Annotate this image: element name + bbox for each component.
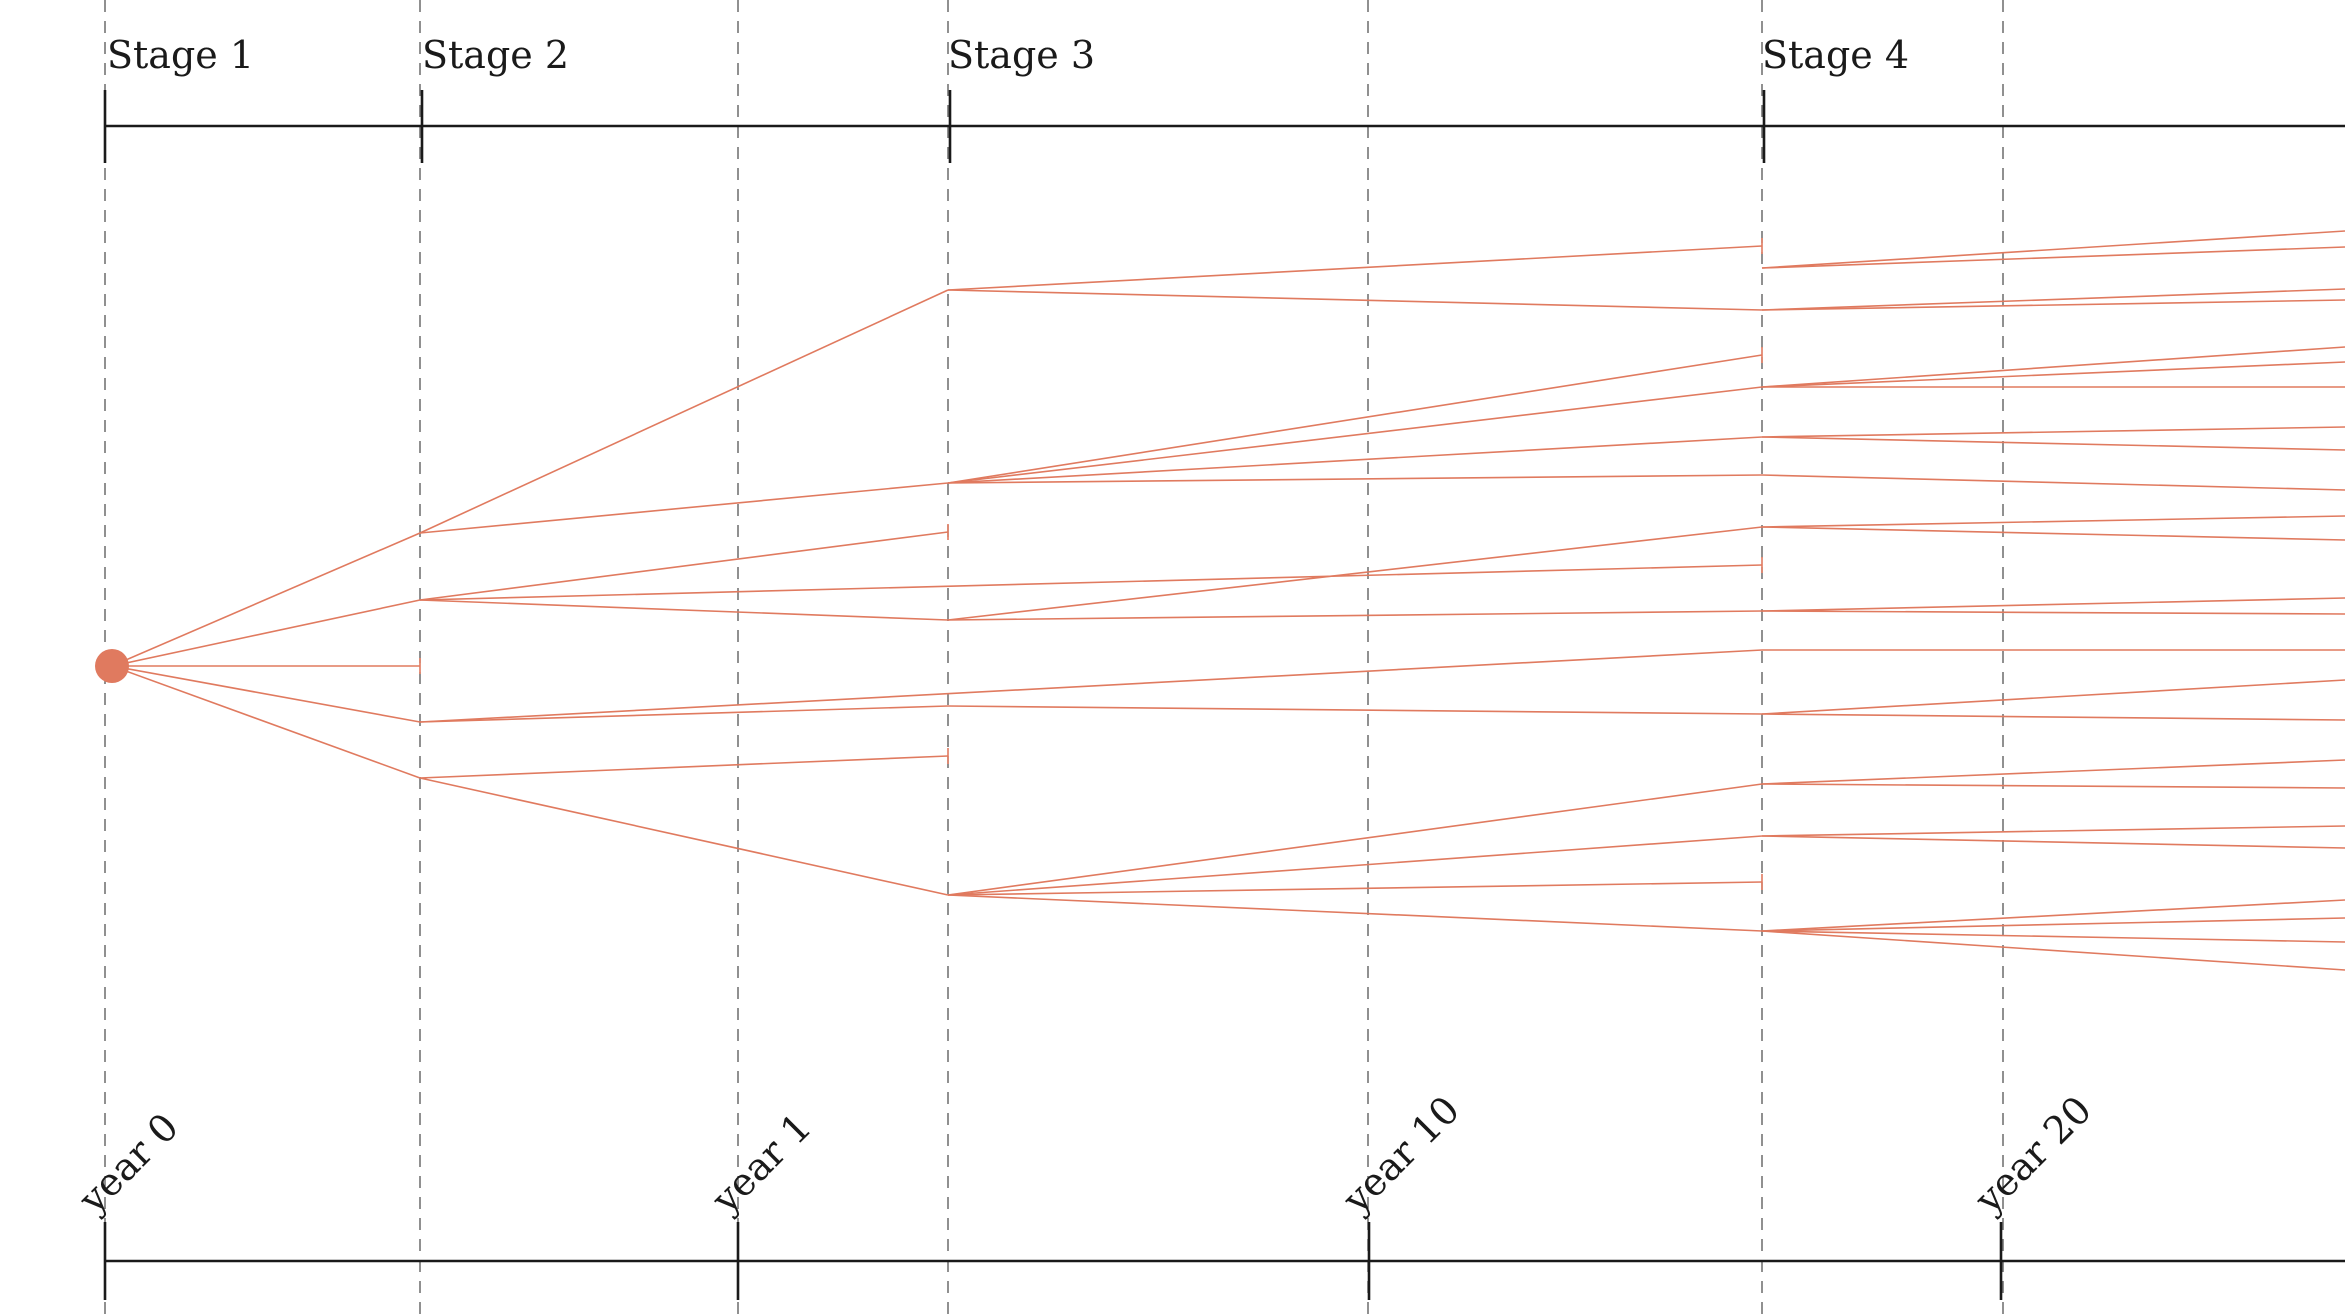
branch bbox=[419, 289, 949, 534]
branch bbox=[419, 599, 949, 621]
branch bbox=[111, 665, 421, 779]
branch bbox=[947, 354, 1763, 484]
scenario-branches bbox=[95, 230, 2345, 971]
branch bbox=[1761, 426, 2345, 438]
branch bbox=[1761, 759, 2345, 785]
branch bbox=[1761, 230, 2345, 269]
year-label-1: year 1 bbox=[703, 1105, 820, 1222]
stage-axis: Stage 1 Stage 2 Stage 3 Stage 4 bbox=[103, 33, 2345, 163]
branch bbox=[1761, 917, 2345, 932]
year-label-10: year 10 bbox=[1334, 1088, 1469, 1223]
branch bbox=[111, 532, 421, 667]
stage-label-2: Stage 2 bbox=[422, 33, 569, 77]
branch bbox=[1761, 930, 2345, 971]
branch bbox=[947, 705, 1763, 715]
branch bbox=[947, 245, 1763, 291]
branch bbox=[1761, 713, 2345, 721]
branch bbox=[1761, 679, 2345, 715]
branch bbox=[1761, 783, 2345, 789]
branch bbox=[111, 599, 421, 667]
branch bbox=[947, 894, 1763, 932]
year-label-20: year 20 bbox=[1966, 1088, 2101, 1223]
branch bbox=[1761, 246, 2345, 269]
branch bbox=[1761, 610, 2345, 615]
branch bbox=[947, 610, 1763, 621]
branch bbox=[1761, 346, 2345, 388]
branch bbox=[947, 436, 1763, 484]
branch bbox=[1761, 361, 2345, 388]
stage-label-4: Stage 4 bbox=[1762, 33, 1909, 77]
guide-lines bbox=[104, 0, 2004, 1316]
year-axis: year 0 year 1 year 10 year 20 bbox=[70, 1088, 2345, 1300]
branch bbox=[1761, 899, 2345, 932]
branch bbox=[947, 835, 1763, 896]
branch bbox=[111, 665, 421, 723]
root-node bbox=[95, 649, 129, 683]
branch bbox=[1761, 597, 2345, 612]
branch bbox=[1761, 835, 2345, 849]
stage-label-1: Stage 1 bbox=[107, 33, 254, 77]
year-label-0: year 0 bbox=[70, 1105, 187, 1222]
branch bbox=[1761, 930, 2345, 943]
branch bbox=[419, 777, 949, 896]
branch bbox=[1761, 436, 2345, 451]
stage-label-3: Stage 3 bbox=[948, 33, 1095, 77]
branch bbox=[419, 755, 949, 779]
branch bbox=[419, 531, 949, 601]
branch bbox=[947, 386, 1763, 484]
branch bbox=[947, 474, 1763, 484]
branch bbox=[1761, 526, 2345, 541]
branch bbox=[419, 649, 1763, 723]
branch bbox=[947, 289, 1763, 311]
branch bbox=[419, 705, 949, 723]
branch bbox=[947, 881, 1763, 896]
branch bbox=[947, 526, 1763, 621]
branch bbox=[947, 783, 1763, 896]
branch bbox=[1761, 288, 2345, 311]
branch bbox=[419, 482, 949, 534]
branch bbox=[1761, 474, 2345, 491]
branch bbox=[419, 564, 1763, 601]
branch bbox=[1761, 825, 2345, 837]
branch bbox=[1761, 515, 2345, 528]
branch bbox=[1761, 299, 2345, 311]
